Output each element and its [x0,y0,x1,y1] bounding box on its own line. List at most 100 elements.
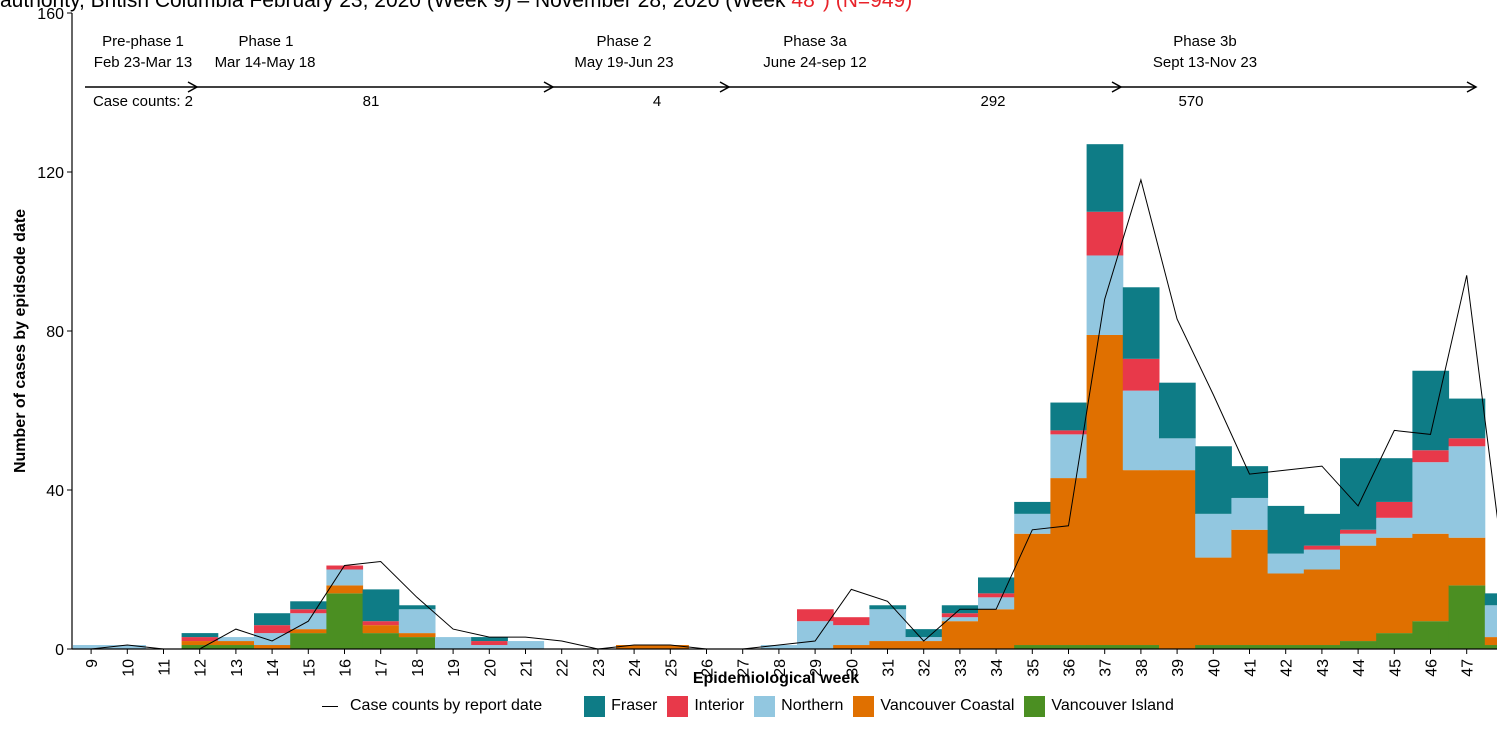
x-tick-label: 16 [338,659,355,677]
x-tick-label: 15 [301,659,318,677]
bar-vancouver-island-week-48 [1484,645,1497,649]
x-tick-label: 17 [374,659,391,677]
legend-swatch [1024,695,1046,717]
bar-vancouver-coastal-week-31 [869,641,907,649]
x-tick-label: 31 [881,659,898,677]
bar-northern-week-37 [1086,255,1124,335]
bar-vancouver-island-week-47 [1448,585,1486,649]
bar-vancouver-island-week-36 [1050,645,1088,649]
x-tick-label: 26 [700,659,717,677]
legend-item-fraser: Fraser [584,695,657,717]
bar-northern-week-9 [73,645,110,649]
bar-vancouver-island-week-45 [1376,633,1413,649]
bar-northern-week-35 [1014,513,1051,534]
bar-northern-week-48 [1484,605,1497,638]
x-tick-label: 24 [627,659,644,677]
x-axis-title: Epidemiological week [693,670,859,687]
bar-fraser-week-47 [1448,398,1486,439]
bar-northern-week-39 [1159,438,1196,471]
phase-dates: Feb 23-Mar 13 [94,54,192,71]
phase-name: Phase 3b [1173,33,1236,50]
bar-vancouver-coastal-week-47 [1448,537,1486,586]
bar-interior-week-20 [471,641,508,646]
bar-vancouver-coastal-week-48 [1484,637,1497,646]
bar-interior-week-17 [362,621,400,626]
x-tick-label: 21 [519,659,536,677]
x-tick-label: 11 [157,659,174,676]
bar-vancouver-island-week-13 [217,645,255,649]
legend-item-vancouver-coastal: Vancouver Coastal [853,695,1014,717]
x-tick-label: 10 [120,659,137,677]
phase-case-count: Case counts: 2 [93,93,193,110]
x-tick-label: 13 [229,659,246,677]
bar-vancouver-coastal-week-16 [326,585,364,594]
bar-northern-week-10 [109,645,146,649]
bar-interior-week-46 [1412,450,1450,463]
phase-name: Phase 1 [238,33,293,50]
legend-item-interior: Interior [667,695,745,717]
phase-case-count: 570 [1178,93,1203,110]
x-tick-label: 9 [84,659,101,668]
bar-interior-week-36 [1050,430,1088,435]
bar-vancouver-island-week-35 [1014,645,1051,649]
x-tick-label: 32 [917,659,934,677]
bar-northern-week-30 [833,625,870,646]
bar-interior-week-34 [978,593,1015,598]
bar-fraser-week-37 [1086,144,1124,212]
x-tick-label: 41 [1243,659,1260,677]
bar-fraser-week-46 [1412,370,1450,451]
phase-case-count: 81 [363,93,380,110]
bar-northern-week-34 [978,597,1015,610]
bar-fraser-week-36 [1050,402,1088,431]
bar-fraser-week-40 [1195,446,1232,514]
bar-vancouver-coastal-week-13 [217,641,255,646]
x-tick-label: 47 [1460,659,1477,677]
bar-vancouver-coastal-week-45 [1376,537,1413,634]
bar-vancouver-coastal-week-12 [181,641,219,646]
bar-vancouver-coastal-week-34 [978,609,1015,649]
report-date-line-group [91,178,1497,650]
legend-label: Interior [694,697,745,714]
report-date-line [91,178,1497,650]
bar-interior-week-47 [1448,438,1486,447]
bar-vancouver-coastal-week-25 [652,645,689,649]
bar-northern-week-28 [760,645,798,649]
bar-fraser-week-39 [1159,382,1196,439]
bar-vancouver-island-week-38 [1122,645,1160,649]
legend-item-northern: Northern [754,695,843,717]
x-tick-label: 33 [953,659,970,677]
bar-northern-week-14 [254,633,291,646]
bar-vancouver-coastal-week-15 [290,629,327,634]
bar-vancouver-coastal-week-30 [833,645,870,649]
bar-fraser-week-15 [290,601,327,610]
x-tick-label: 44 [1351,659,1368,677]
bar-interior-week-38 [1122,358,1160,391]
arrowhead-icon [1466,81,1478,93]
bar-vancouver-coastal-week-38 [1122,470,1160,646]
phase-dates: June 24-sep 12 [763,54,866,71]
x-tick-label: 38 [1134,659,1151,677]
bar-fraser-week-41 [1231,466,1269,498]
bar-northern-week-19 [435,637,472,649]
bar-northern-week-21 [507,641,545,649]
legend-label: Vancouver Island [1051,697,1174,714]
phase-case-count: 4 [653,93,661,110]
bar-vancouver-coastal-week-14 [254,645,291,649]
y-tick-label: 80 [46,324,64,341]
bar-fraser-week-48 [1484,593,1497,606]
y-tick-label: 0 [55,642,64,659]
bar-fraser-week-42 [1267,505,1305,554]
bar-interior-week-33 [941,613,979,618]
bar-northern-week-46 [1412,462,1450,534]
legend-swatch [584,695,606,717]
x-tick-label: 14 [265,659,282,677]
phase-annotations: Pre-phase 1 Feb 23-Mar 13 Case counts: 2 Ph… [85,33,1478,110]
x-tick-label: 39 [1170,659,1187,677]
bar-fraser-week-32 [905,629,943,638]
line-swatch-icon [322,705,338,707]
bar-vancouver-coastal-week-43 [1303,569,1341,646]
bar-interior-week-16 [326,565,364,570]
bar-vancouver-coastal-week-46 [1412,533,1450,622]
bar-northern-week-16 [326,569,364,586]
bar-northern-week-18 [398,609,436,634]
